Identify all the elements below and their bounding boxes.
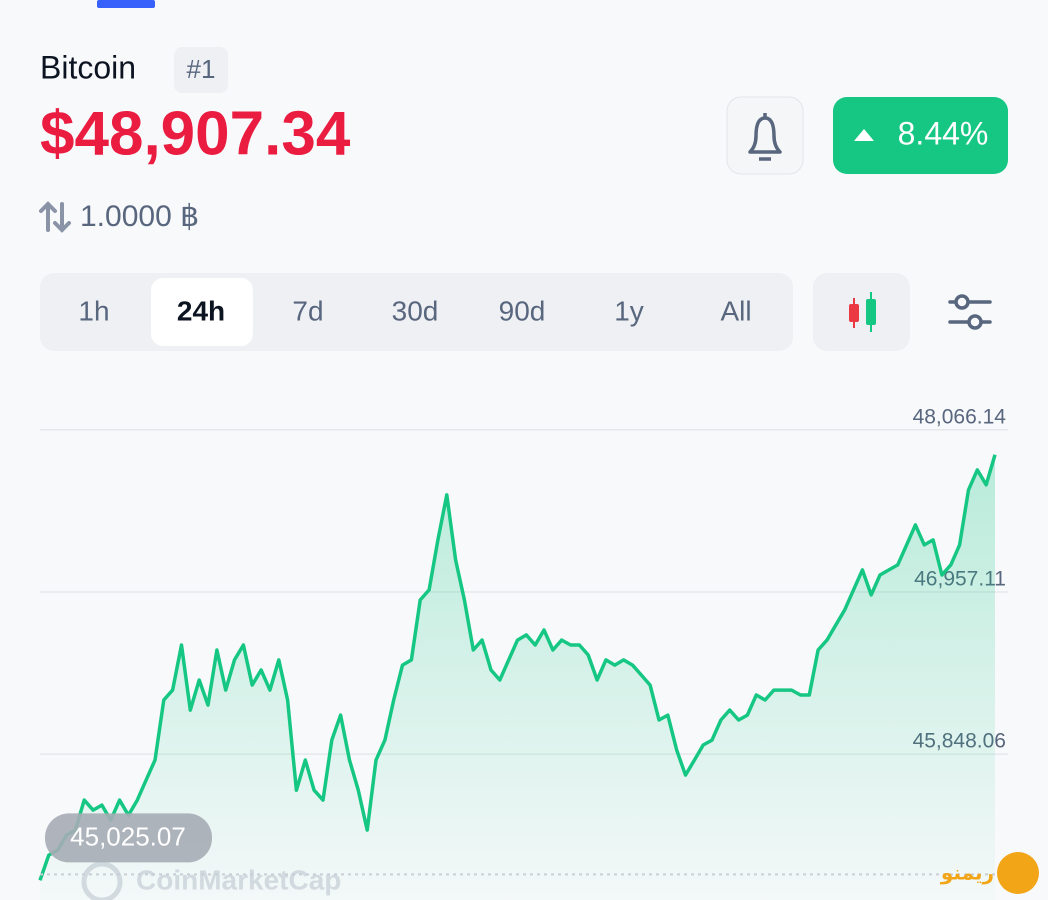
candle-button[interactable] [813,273,910,351]
area-fill [40,454,995,900]
logo-text: ریمنو [940,862,994,884]
bell-icon [748,113,782,161]
timeframe-option[interactable]: 1y [614,295,644,326]
timeframe-option[interactable]: All [720,295,751,326]
price-line [38,454,997,881]
min-price-pill [45,813,212,863]
tab-indicator [97,0,155,8]
timeframe-active [151,278,253,346]
logo-badge [997,852,1039,894]
timeframe-option[interactable]: 7d [292,295,323,326]
change-chip [833,97,1008,174]
price: $48,907.34 [40,99,351,168]
rank-badge [174,47,228,93]
timeframe-option[interactable]: 1h [78,295,109,326]
swap-icon [39,201,71,233]
timeframe-option[interactable]: 24h [177,295,225,326]
rank: #1 [187,54,216,84]
coin-name: Bitcoin [40,49,136,85]
alert-button[interactable] [726,96,804,175]
amount: 1.0000 ฿ [80,200,199,233]
price-chart: CoinMarketCap48,066.1446,957.1145,848.06… [38,405,1039,900]
up-arrow [854,129,874,141]
change-percent: 8.44% [898,115,989,151]
min-price-label: 45,025.07 [70,821,186,851]
timeframe-option[interactable]: 90d [499,295,546,326]
timeframe-option[interactable]: 30d [392,295,439,326]
candle-icon [849,292,876,332]
y-tick-label: 48,066.14 [913,405,1007,428]
settings-icon[interactable] [948,294,992,330]
